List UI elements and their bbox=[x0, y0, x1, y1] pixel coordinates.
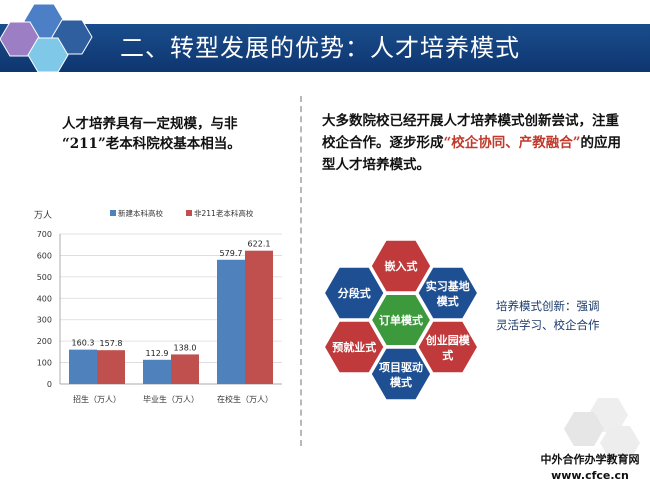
bar-new-1 bbox=[143, 359, 171, 384]
hex-entrepreneurship-park-label: 创业园模式 bbox=[425, 333, 471, 362]
hex-pre-employment-label: 预就业式 bbox=[332, 340, 376, 354]
right-text-part2: 的应用型人才培养模式。 bbox=[322, 135, 622, 173]
x-tick-label: 招生（万人） bbox=[73, 394, 121, 404]
header-hexagon-logo-icon bbox=[0, 3, 93, 72]
modes-note-line1: 培养模式创新：强调 bbox=[496, 299, 600, 313]
left-description: 人才培养具有一定规模，与非 “211”老本科院校基本相当。 bbox=[62, 114, 282, 154]
bar-old-1 bbox=[171, 354, 199, 384]
bar-value-label: 579.7 bbox=[220, 249, 243, 258]
enrollment-bar-chart: 万人 新建本科高校 非211老本科高校 0 100 200 300 400 500 600 700 1… bbox=[34, 208, 282, 404]
decorative-hexagons-icon bbox=[564, 398, 640, 456]
hex-pre-employment bbox=[323, 320, 386, 374]
hex-embedded bbox=[370, 239, 432, 293]
y-tick-label: 200 bbox=[37, 337, 52, 346]
chart-legend: 新建本科高校 非211老本科高校 bbox=[110, 208, 254, 218]
y-tick-label: 400 bbox=[37, 294, 52, 303]
legend-swatch bbox=[186, 210, 192, 216]
bar-value-label: 157.8 bbox=[100, 339, 123, 348]
hex-order-center bbox=[369, 293, 433, 347]
modes-note-line2: 灵活学习、校企合作 bbox=[496, 318, 600, 332]
y-tick-label: 100 bbox=[37, 359, 52, 368]
hex-staged-label: 分段式 bbox=[338, 286, 371, 300]
hex-embedded-label: 嵌入式 bbox=[385, 259, 418, 273]
left-text-line2: “211”老本科院校基本相当。 bbox=[62, 136, 241, 152]
modes-note: 培养模式创新：强调 灵活学习、校企合作 bbox=[496, 297, 636, 335]
y-tick-label: 0 bbox=[47, 380, 52, 389]
bar-value-label: 112.9 bbox=[146, 349, 169, 358]
y-axis-label: 万人 bbox=[34, 210, 52, 221]
bar-value-label: 138.0 bbox=[174, 343, 197, 352]
hex-project-driven bbox=[370, 347, 432, 401]
y-tick-label: 600 bbox=[37, 251, 52, 260]
right-text-part1: 大多数院校已经开展人才培养模式创新尝试，注重校企合作。逐步形成 bbox=[322, 113, 619, 151]
bar-value-label: 622.1 bbox=[248, 240, 271, 249]
watermark-line1: 中外合作办学教育网 bbox=[540, 453, 640, 466]
bar-old-2 bbox=[245, 250, 273, 384]
hex-order-center-label: 订单模式 bbox=[379, 313, 423, 327]
y-tick-label: 500 bbox=[37, 273, 52, 282]
page-title: 二、转型发展的优势：人才培养模式 bbox=[120, 34, 520, 62]
hex-internship-base-label: 实习基地模式 bbox=[426, 279, 470, 308]
bar-new-2 bbox=[217, 259, 245, 384]
right-text-highlight: “校企协同、产教融合” bbox=[443, 135, 581, 151]
right-description: 大多数院校已经开展人才培养模式创新尝试，注重校企合作。逐步形成“校企协同、产教融… bbox=[322, 110, 632, 176]
legend-label: 非211老本科高校 bbox=[194, 208, 254, 218]
dashed-divider bbox=[300, 96, 302, 446]
bar-value-label: 160.3 bbox=[72, 339, 95, 348]
watermark-line2: www.cfce.cn bbox=[551, 469, 629, 482]
legend-swatch bbox=[110, 210, 116, 216]
hex-project-driven-label: 项目驱动模式 bbox=[379, 360, 423, 389]
x-tick-label: 毕业生（万人） bbox=[143, 394, 199, 404]
hex-staged bbox=[323, 266, 386, 320]
hex-internship-base bbox=[416, 266, 479, 320]
slide-header: 二、转型发展的优势：人才培养模式 bbox=[0, 0, 650, 72]
header-band bbox=[0, 24, 650, 72]
watermark: 中外合作办学教育网 www.cfce.cn bbox=[534, 452, 646, 484]
legend-label: 新建本科高校 bbox=[118, 208, 163, 218]
y-tick-label: 700 bbox=[37, 230, 52, 239]
hex-entrepreneurship-park bbox=[416, 320, 479, 374]
left-text-line1: 人才培养具有一定规模，与非 bbox=[62, 116, 238, 132]
y-tick-label: 300 bbox=[37, 316, 52, 325]
x-tick-label: 在校生（万人） bbox=[217, 394, 273, 404]
bar-new-0 bbox=[69, 349, 97, 384]
bar-old-0 bbox=[97, 350, 125, 384]
